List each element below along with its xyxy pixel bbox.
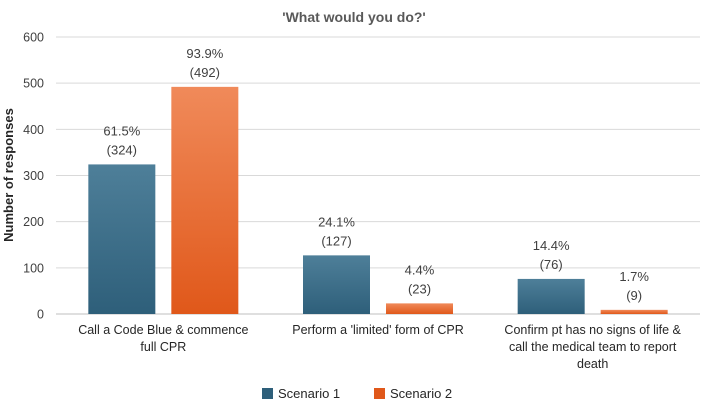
data-label-count: (23)	[408, 281, 431, 296]
data-label-count: (76)	[540, 257, 563, 272]
x-category-label: Confirm pt has no signs of life & call th…	[504, 323, 681, 371]
data-label-percent: 93.9%	[186, 46, 223, 61]
data-label-percent: 4.4%	[405, 262, 435, 277]
y-tick-label: 600	[23, 31, 44, 45]
legend-swatch	[262, 388, 273, 399]
bar-scenario-1-cat2	[303, 255, 370, 314]
gridlines	[56, 36, 700, 315]
y-tick-label: 200	[23, 215, 44, 229]
legend-label: Scenario 1	[278, 386, 340, 401]
y-tick-label: 400	[23, 123, 44, 137]
data-label-percent: 24.1%	[318, 214, 355, 229]
x-axis-categories: Call a Code Blue & commence full CPR Perfo…	[78, 323, 681, 371]
bar-scenario-1-cat1	[88, 164, 156, 314]
data-label-percent: 61.5%	[103, 123, 140, 138]
y-tick-label: 500	[23, 77, 44, 91]
legend-label: Scenario 2	[390, 386, 452, 401]
y-axis-ticks: 0 100 200 300 400 500 600	[23, 31, 44, 322]
legend: Scenario 1 Scenario 2	[262, 386, 452, 401]
bar-scenario-2-cat3	[600, 309, 668, 314]
bars	[88, 86, 668, 314]
legend-swatch	[374, 388, 385, 399]
data-label-count: (324)	[107, 142, 137, 157]
chart-title: 'What would you do?'	[282, 9, 426, 25]
x-category-label: Call a Code Blue & commence full CPR	[78, 323, 248, 354]
bar-scenario-2-cat2	[386, 303, 453, 314]
y-tick-label: 0	[37, 308, 44, 322]
y-tick-label: 100	[23, 261, 44, 275]
bar-scenario-1-cat3	[517, 278, 585, 314]
data-label-count: (127)	[321, 233, 351, 248]
x-category-label: Perform a 'limited' form of CPR	[292, 323, 463, 337]
bar-scenario-2-cat1	[171, 86, 239, 314]
y-axis-label: Number of responses	[1, 108, 16, 242]
data-label-percent: 14.4%	[533, 238, 570, 253]
data-labels: 61.5% (324) 93.9% (492) 24.1% (127) 4.4% (23) 14…	[103, 46, 649, 303]
data-label-count: (9)	[626, 288, 642, 303]
y-tick-label: 300	[23, 169, 44, 183]
data-label-percent: 1.7%	[619, 269, 649, 284]
data-label-count: (492)	[190, 65, 220, 80]
